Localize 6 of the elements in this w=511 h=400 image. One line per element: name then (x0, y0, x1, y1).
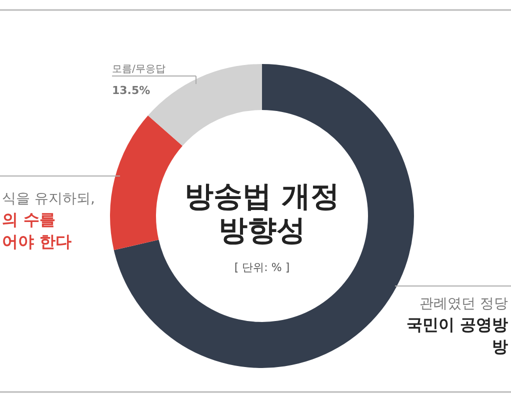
slice-label: 관례였던 정당 국민이 공영방 방 (406, 296, 508, 356)
slice-label: 식을 유지하되, 의 수를 어야 한다 (2, 191, 95, 251)
text: [ 단위: % ] (234, 261, 290, 274)
data-label: 13.5% (112, 84, 150, 97)
slice-label: 모름/무응답 (112, 64, 166, 75)
text: 방송법 개정 방향성 (184, 179, 340, 247)
